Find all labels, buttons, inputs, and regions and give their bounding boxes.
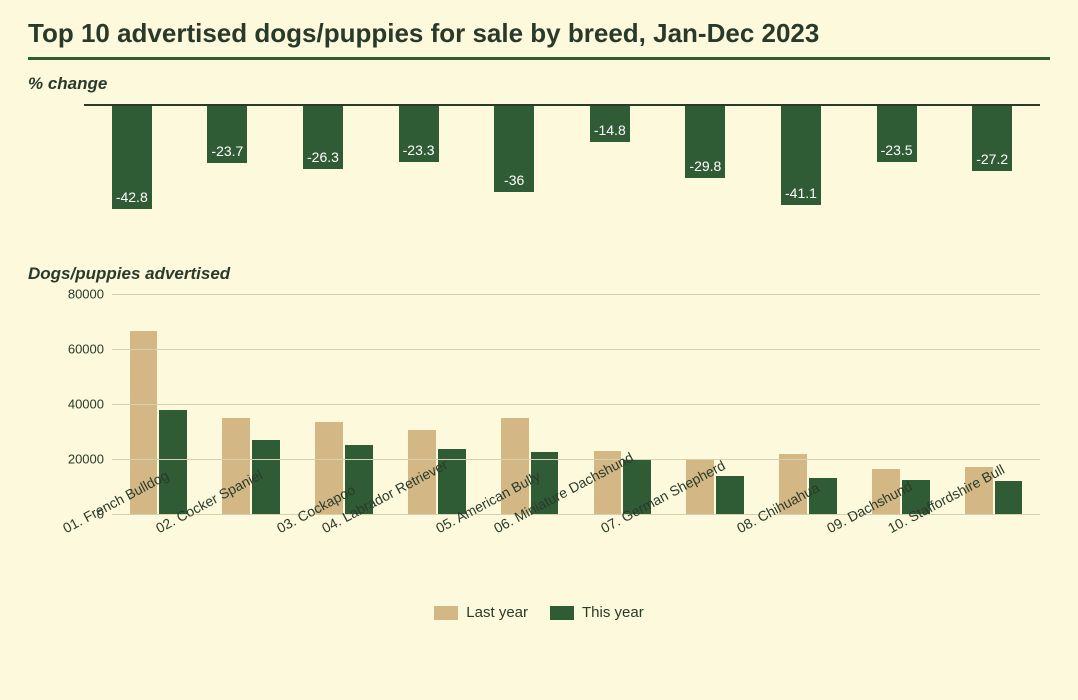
gridline [112, 459, 1040, 460]
percent-change-bar: -23.5 [877, 106, 917, 162]
bar-this-year [995, 481, 1023, 514]
bar-this-year [716, 476, 744, 515]
legend-swatch-this-year [550, 606, 574, 620]
percent-change-bar: -41.1 [781, 106, 821, 205]
percent-change-value: -23.3 [403, 142, 435, 158]
percent-change-value: -14.8 [594, 122, 626, 138]
legend-label-this-year: This year [582, 604, 644, 621]
bottom-chart-subtitle: Dogs/puppies advertised [28, 264, 1050, 284]
legend-item-last-year: Last year [434, 604, 528, 621]
percent-change-bar: -36 [494, 106, 534, 192]
chart-title: Top 10 advertised dogs/puppies for sale … [28, 18, 1050, 60]
y-axis-tick: 80000 [50, 287, 104, 302]
percent-change-value: -36 [504, 172, 524, 188]
y-axis-tick: 60000 [50, 342, 104, 357]
percent-change-bar: -23.3 [399, 106, 439, 162]
percent-change-value: -23.5 [881, 142, 913, 158]
gridline [112, 404, 1040, 405]
bottom-chart-x-labels: 01. French Bulldog02. Cocker Spaniel03. … [112, 514, 1040, 604]
advertised-count-chart: 020000400006000080000 01. French Bulldog… [28, 294, 1050, 604]
percent-change-bar: -23.7 [207, 106, 247, 163]
bar-this-year [159, 410, 187, 515]
percent-change-value: -23.7 [211, 143, 243, 159]
percent-change-bar: -27.2 [972, 106, 1012, 171]
legend-swatch-last-year [434, 606, 458, 620]
percent-change-chart: -42.8 -23.7 -26.3 -23.3 -36 -14.8 -29.8 -41.1 -2… [84, 104, 1040, 234]
y-axis-tick: 20000 [50, 452, 104, 467]
percent-change-value: -29.8 [689, 158, 721, 174]
gridline [112, 349, 1040, 350]
percent-change-bar: -42.8 [112, 106, 152, 209]
percent-change-value: -27.2 [976, 151, 1008, 167]
percent-change-bar: -14.8 [590, 106, 630, 142]
top-chart-subtitle: % change [28, 74, 1050, 94]
percent-change-bar: -26.3 [303, 106, 343, 169]
percent-change-value: -26.3 [307, 149, 339, 165]
legend: Last year This year [28, 604, 1050, 621]
percent-change-value: -42.8 [116, 189, 148, 205]
legend-label-last-year: Last year [466, 604, 528, 621]
top-chart-bars: -42.8 -23.7 -26.3 -23.3 -36 -14.8 -29.8 -41.1 -2… [84, 104, 1040, 234]
y-axis-tick: 40000 [50, 397, 104, 412]
gridline [112, 294, 1040, 295]
legend-item-this-year: This year [550, 604, 644, 621]
percent-change-value: -41.1 [785, 185, 817, 201]
percent-change-bar: -29.8 [685, 106, 725, 178]
